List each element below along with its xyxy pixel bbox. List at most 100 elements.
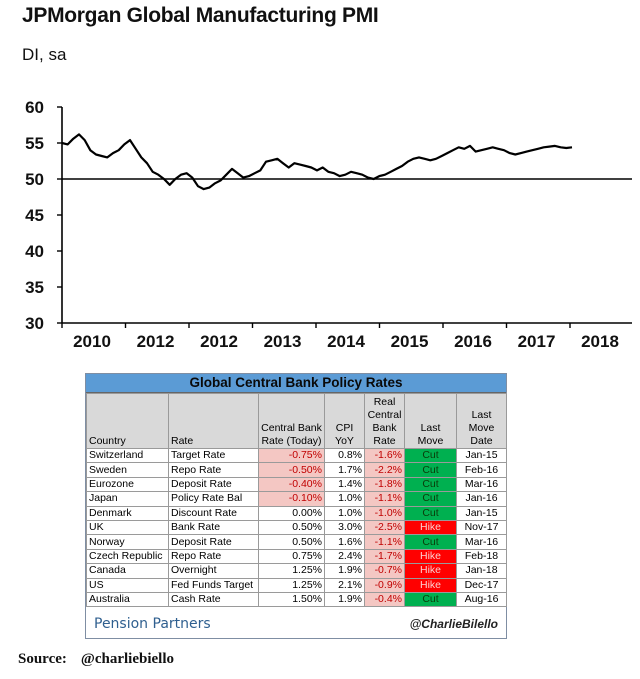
cell-last-move: Cut <box>404 491 457 507</box>
source-line: Source: @charliebiello <box>18 651 174 668</box>
source-label: Source: <box>18 651 67 667</box>
cell-date: Jan-16 <box>456 491 507 507</box>
cell-cpi: 2.1% <box>324 577 365 593</box>
cell-cb-rate: -0.50% <box>258 462 325 478</box>
cell-real-rate: -0.9% <box>364 577 405 593</box>
header-rate: Rate <box>168 393 259 449</box>
cell-rate: Discount Rate <box>168 505 259 521</box>
cell-real-rate: -1.1% <box>364 491 405 507</box>
brand-row: Pension Partners @CharlieBilello <box>86 610 506 638</box>
x-tick-label: 2013 <box>264 332 302 351</box>
table-row: Canada Overnight 1.25% 1.9% -0.7% Hike Jan-18 <box>86 563 507 579</box>
cell-country: US <box>86 577 169 593</box>
chart-title: JPMorgan Global Manufacturing PMI <box>22 4 379 27</box>
cell-cpi: 1.0% <box>324 505 365 521</box>
twitter-handle: @CharlieBilello <box>409 617 498 631</box>
header-cpi: CPI YoY <box>324 393 365 449</box>
table-row: Norway Deposit Rate 0.50% 1.6% -1.1% Cut Mar-1… <box>86 534 507 550</box>
x-tick-label: 2016 <box>454 332 492 351</box>
header-real-rate: Real Central Bank Rate <box>364 393 405 449</box>
cell-rate: Bank Rate <box>168 519 259 536</box>
x-tick-label: 2017 <box>518 332 556 351</box>
cell-rate: Repo Rate <box>168 548 259 565</box>
y-tick-label: 50 <box>25 170 44 189</box>
cell-country: Sweden <box>86 462 169 478</box>
table-row: Switzerland Target Rate -0.75% 0.8% -1.6% Cut… <box>86 447 507 464</box>
cell-rate: Policy Rate Bal <box>168 491 259 507</box>
cell-date: Dec-17 <box>456 577 507 593</box>
x-tick-label: 2015 <box>391 332 429 351</box>
cell-date: Aug-16 <box>456 591 507 608</box>
y-tick-label: 35 <box>25 278 44 297</box>
x-tick-label: 2012 <box>137 332 175 351</box>
cell-last-move: Cut <box>404 534 457 550</box>
cell-rate: Target Rate <box>168 447 259 464</box>
cell-cb-rate: 0.00% <box>258 505 325 521</box>
cell-rate: Deposit Rate <box>168 476 259 493</box>
policy-rates-panel: Global Central Bank Policy Rates Country… <box>85 373 507 639</box>
cell-cpi: 1.0% <box>324 491 365 507</box>
table-row: Czech Republic Repo Rate 0.75% 2.4% -1.7% Hik… <box>86 548 507 565</box>
cell-rate: Overnight <box>168 563 259 579</box>
chart-subtitle: DI, sa <box>22 45 67 64</box>
cell-cb-rate: 1.25% <box>258 563 325 579</box>
cell-cb-rate: -0.75% <box>258 447 325 464</box>
cell-country: Denmark <box>86 505 169 521</box>
cell-rate: Fed Funds Target <box>168 577 259 593</box>
x-tick-label: 2012 <box>200 332 238 351</box>
cell-country: Eurozone <box>86 476 169 493</box>
cell-real-rate: -2.2% <box>364 462 405 478</box>
cell-date: Mar-16 <box>456 534 507 550</box>
cell-last-move: Hike <box>404 548 457 565</box>
cell-cb-rate: 1.50% <box>258 591 325 608</box>
cell-cb-rate: -0.40% <box>258 476 325 493</box>
table-body: Switzerland Target Rate -0.75% 0.8% -1.6% Cut… <box>86 447 507 608</box>
policy-rates-table: Country Rate Central Bank Rate (Today) C… <box>86 393 507 608</box>
y-tick-label: 40 <box>25 242 44 261</box>
cell-real-rate: -1.1% <box>364 534 405 550</box>
pension-partners-logo: Pension Partners <box>94 616 211 632</box>
table-title: Global Central Bank Policy Rates <box>86 374 506 393</box>
cell-cb-rate: 0.50% <box>258 519 325 536</box>
cell-cpi: 2.4% <box>324 548 365 565</box>
cell-real-rate: -1.6% <box>364 447 405 464</box>
cell-rate: Cash Rate <box>168 591 259 608</box>
table-row: Japan Policy Rate Bal -0.10% 1.0% -1.1% Cut Ja… <box>86 491 507 507</box>
cell-country: Canada <box>86 563 169 579</box>
cell-last-move: Hike <box>404 563 457 579</box>
y-tick-label: 45 <box>25 206 44 225</box>
table-header-row: Country Rate Central Bank Rate (Today) C… <box>86 393 507 449</box>
cell-cpi: 1.9% <box>324 563 365 579</box>
cell-country: Switzerland <box>86 447 169 464</box>
cell-date: Feb-16 <box>456 462 507 478</box>
cell-country: UK <box>86 519 169 536</box>
cell-last-move: Cut <box>404 505 457 521</box>
table-row: Australia Cash Rate 1.50% 1.9% -0.4% Cut Aug-1… <box>86 591 507 608</box>
cell-rate: Deposit Rate <box>168 534 259 550</box>
cell-cb-rate: 1.25% <box>258 577 325 593</box>
cell-country: Australia <box>86 591 169 608</box>
header-country: Country <box>86 393 169 449</box>
cell-date: Mar-16 <box>456 476 507 493</box>
cell-last-move: Cut <box>404 476 457 493</box>
y-tick-label: 60 <box>25 98 44 117</box>
cell-cb-rate: 0.50% <box>258 534 325 550</box>
header-cb-rate: Central Bank Rate (Today) <box>258 393 325 449</box>
y-tick-label: 55 <box>25 134 44 153</box>
cell-date: Jan-15 <box>456 505 507 521</box>
x-tick-label: 2018 <box>581 332 619 351</box>
cell-cpi: 3.0% <box>324 519 365 536</box>
cell-cpi: 1.9% <box>324 591 365 608</box>
pmi-line-chart: 60 55 50 45 40 35 30 2010 2012 2012 2013 2014 2015 20… <box>25 98 632 351</box>
cell-real-rate: -2.5% <box>364 519 405 536</box>
cell-date: Nov-17 <box>456 519 507 536</box>
cell-date: Feb-18 <box>456 548 507 565</box>
cell-country: Czech Republic <box>86 548 169 565</box>
cell-date: Jan-18 <box>456 563 507 579</box>
table-row: Sweden Repo Rate -0.50% 1.7% -2.2% Cut Feb-16 <box>86 462 507 478</box>
table-row: Eurozone Deposit Rate -0.40% 1.4% -1.8% Cut Ma… <box>86 476 507 493</box>
x-tick-label: 2010 <box>73 332 111 351</box>
table-row: UK Bank Rate 0.50% 3.0% -2.5% Hike Nov-17 <box>86 519 507 536</box>
cell-real-rate: -1.8% <box>364 476 405 493</box>
y-tick-label: 30 <box>25 314 44 333</box>
